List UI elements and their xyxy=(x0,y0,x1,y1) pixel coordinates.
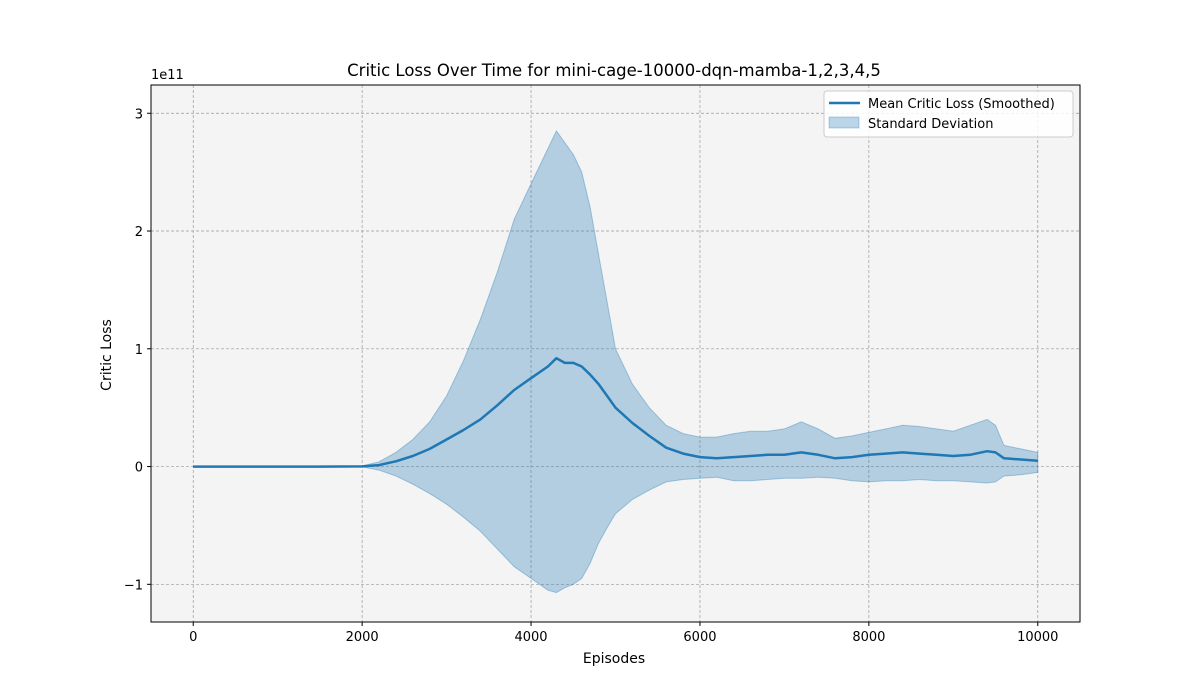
y-axis-scale-factor: 1e11 xyxy=(151,68,184,83)
legend-band-swatch xyxy=(828,116,860,129)
y-axis-label: Critic Loss xyxy=(99,319,115,391)
grid-layer xyxy=(151,85,1080,622)
y-tick-label: 3 xyxy=(135,107,143,122)
chart-title: Critic Loss Over Time for mini-cage-1000… xyxy=(347,61,881,80)
mean-critic-loss-line xyxy=(193,356,1038,468)
y-tick-label: −1 xyxy=(124,578,143,593)
y-ticks: −1 0 1 2 3 xyxy=(124,107,151,593)
x-tick-label: 6000 xyxy=(683,630,716,645)
std-band-layer xyxy=(193,129,1039,594)
x-tick-label: 10000 xyxy=(1017,630,1058,645)
plot-background xyxy=(151,85,1080,622)
y-tick-label: 1 xyxy=(135,343,143,358)
x-axis-label: Episodes xyxy=(583,651,645,667)
x-tick-label: 0 xyxy=(189,630,197,645)
x-tick-label: 2000 xyxy=(346,630,379,645)
mean-line-layer xyxy=(193,356,1038,468)
y-tick-label: 2 xyxy=(135,225,143,240)
legend-label-mean: Mean Critic Loss (Smoothed) xyxy=(868,97,1055,112)
x-tick-label: 4000 xyxy=(514,630,547,645)
y-tick-label: 0 xyxy=(135,461,143,476)
legend-box xyxy=(823,90,1074,138)
legend-label-std: Standard Deviation xyxy=(868,117,993,132)
legend: Mean Critic Loss (Smoothed) Standard Dev… xyxy=(823,90,1074,138)
x-ticks: 0 2000 4000 6000 8000 10000 xyxy=(189,622,1058,645)
plot-frame xyxy=(150,84,1081,623)
std-deviation-band xyxy=(193,129,1039,594)
x-tick-label: 8000 xyxy=(852,630,885,645)
